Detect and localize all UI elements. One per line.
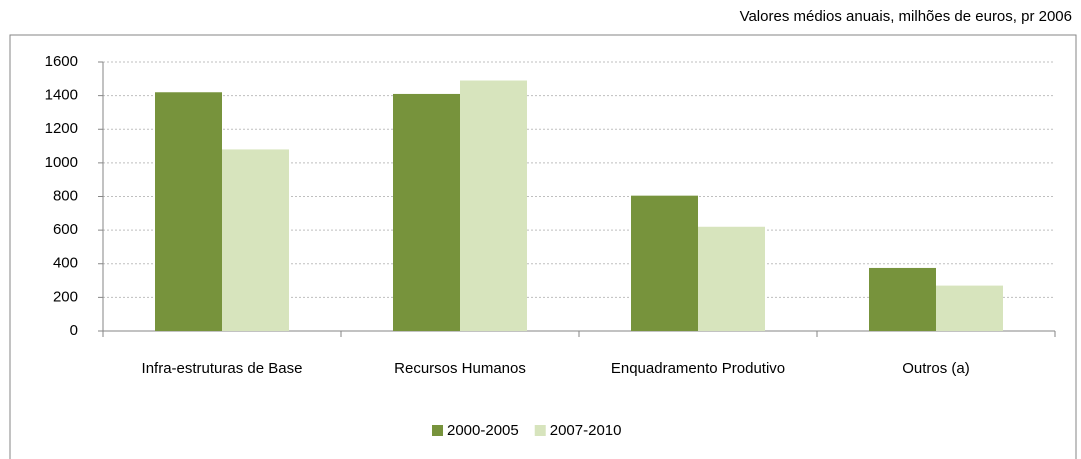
legend-label: 2007-2010	[550, 422, 622, 439]
bar	[155, 92, 222, 331]
legend-swatch	[534, 425, 546, 436]
y-tick-label: 200	[53, 288, 78, 305]
bar	[869, 267, 936, 331]
bar	[222, 149, 289, 331]
x-tick-label: Enquadramento Produtivo	[611, 360, 785, 377]
chart-subtitle: Valores médios anuais, milhões de euros,…	[740, 8, 1072, 25]
chart-frame	[9, 34, 1077, 459]
y-tick-label: 600	[53, 221, 78, 238]
bar	[698, 226, 765, 331]
x-tick-label: Recursos Humanos	[394, 360, 526, 377]
y-tick-label: 400	[53, 255, 78, 272]
y-tick-label: 0	[70, 322, 78, 339]
x-tick-label: Infra-estruturas de Base	[142, 360, 303, 377]
bar	[460, 80, 527, 332]
legend-label: 2000-2005	[447, 422, 519, 439]
x-tick-label: Outros (a)	[902, 360, 970, 377]
y-tick-label: 800	[53, 187, 78, 204]
y-tick-label: 1000	[45, 154, 78, 171]
y-tick-label: 1600	[45, 53, 78, 70]
y-tick-label: 1200	[45, 120, 78, 137]
y-tick-label: 1400	[45, 87, 78, 104]
bar	[936, 285, 1003, 331]
bar	[631, 195, 698, 331]
legend-swatch	[432, 425, 443, 436]
bar	[393, 93, 460, 331]
